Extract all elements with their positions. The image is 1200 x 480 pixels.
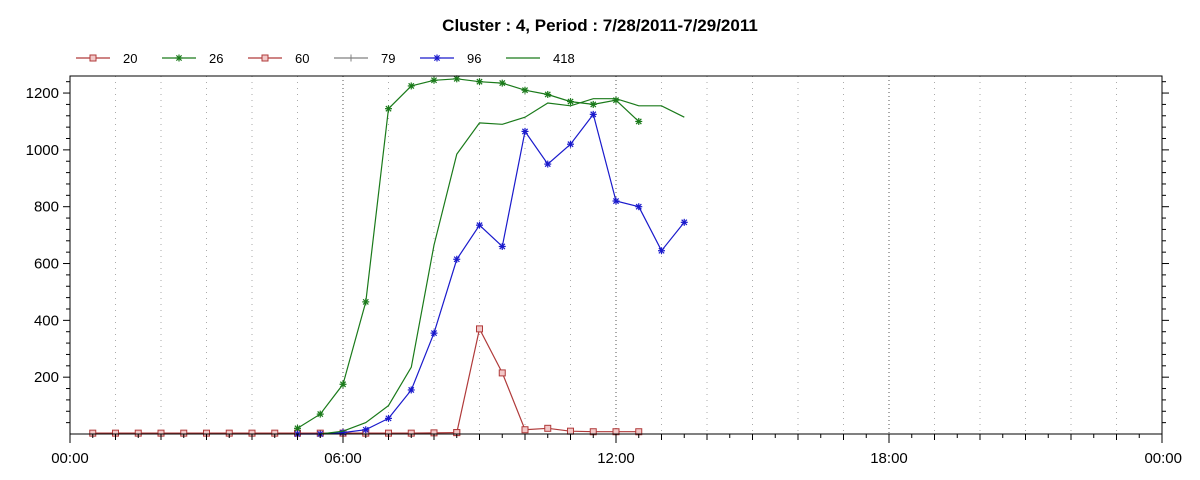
legend-label: 96 xyxy=(467,51,481,66)
series-26 xyxy=(294,75,643,432)
legend-marker xyxy=(347,54,355,62)
legend-marker xyxy=(89,54,97,62)
data-point xyxy=(567,427,574,435)
x-tick-label: 00:00 xyxy=(51,450,89,467)
series-line-26 xyxy=(297,78,640,429)
data-point xyxy=(362,298,370,306)
y-tick-label: 400 xyxy=(34,312,59,329)
y-tick-label: 800 xyxy=(34,199,59,216)
data-point xyxy=(589,110,597,118)
series-60 xyxy=(453,325,643,437)
legend-entry-79: 79 xyxy=(334,51,395,66)
data-point xyxy=(612,197,620,205)
legend-label: 20 xyxy=(123,51,137,66)
data-point xyxy=(476,325,483,333)
data-point xyxy=(362,426,370,434)
data-point xyxy=(635,203,643,211)
data-point xyxy=(635,117,643,125)
legend-label: 26 xyxy=(209,51,223,66)
legend-entry-26: 26 xyxy=(162,51,223,66)
data-point xyxy=(589,100,597,108)
legend-label: 79 xyxy=(381,51,395,66)
data-point xyxy=(567,140,574,148)
x-tick-label: 06:00 xyxy=(324,450,362,467)
data-point xyxy=(476,221,483,229)
legend-marker xyxy=(261,54,269,62)
legend-marker xyxy=(175,54,183,62)
legend-entry-418: 418 xyxy=(506,51,575,66)
data-point xyxy=(339,380,347,388)
data-point xyxy=(385,414,392,422)
series-layer xyxy=(89,75,688,438)
y-tick-label: 1200 xyxy=(26,85,59,102)
legend: 20 26 60 79 96 418 xyxy=(76,51,575,66)
x-tick-label: 00:00 xyxy=(1144,450,1182,467)
data-point xyxy=(430,329,438,337)
series-line-96 xyxy=(297,113,685,435)
y-tick-label: 600 xyxy=(34,256,59,273)
data-point xyxy=(521,127,529,135)
data-point xyxy=(407,82,415,90)
legend-entry-60: 60 xyxy=(248,51,309,66)
legend-label: 418 xyxy=(553,51,575,66)
data-point xyxy=(680,218,688,226)
data-point xyxy=(658,247,665,255)
x-tick-label: 12:00 xyxy=(597,450,635,467)
series-line-60 xyxy=(456,327,639,433)
data-point xyxy=(430,76,438,84)
axes: 00:00 06:00 12:00 18:00 00:00 200 400 600 800 100… xyxy=(26,81,1182,467)
chart-title: Cluster : 4, Period : 7/28/2011-7/29/201… xyxy=(442,16,758,35)
series-20 xyxy=(89,429,461,437)
data-point xyxy=(521,86,529,94)
y-tick-label: 200 xyxy=(34,369,59,386)
data-point xyxy=(385,105,392,113)
data-point xyxy=(407,386,415,394)
data-point xyxy=(498,79,506,87)
data-point xyxy=(316,410,324,418)
data-point xyxy=(544,160,552,168)
data-point xyxy=(521,426,529,434)
legend-entry-96: 96 xyxy=(420,51,481,66)
data-point xyxy=(567,98,574,106)
data-point xyxy=(453,75,461,83)
x-tick-label: 18:00 xyxy=(870,450,908,467)
grid xyxy=(115,76,1117,434)
legend-marker xyxy=(433,54,441,62)
data-point xyxy=(544,90,552,98)
series-418 xyxy=(320,98,685,435)
series-line-418 xyxy=(320,98,685,435)
data-point xyxy=(544,424,552,432)
data-point xyxy=(612,96,620,104)
y-tick-label: 1000 xyxy=(26,142,59,159)
data-point xyxy=(453,255,461,263)
legend-label: 60 xyxy=(295,51,309,66)
data-point xyxy=(498,242,506,250)
legend-entry-20: 20 xyxy=(76,51,137,66)
data-point xyxy=(476,78,483,86)
series-96 xyxy=(294,110,688,438)
data-point xyxy=(498,369,506,377)
